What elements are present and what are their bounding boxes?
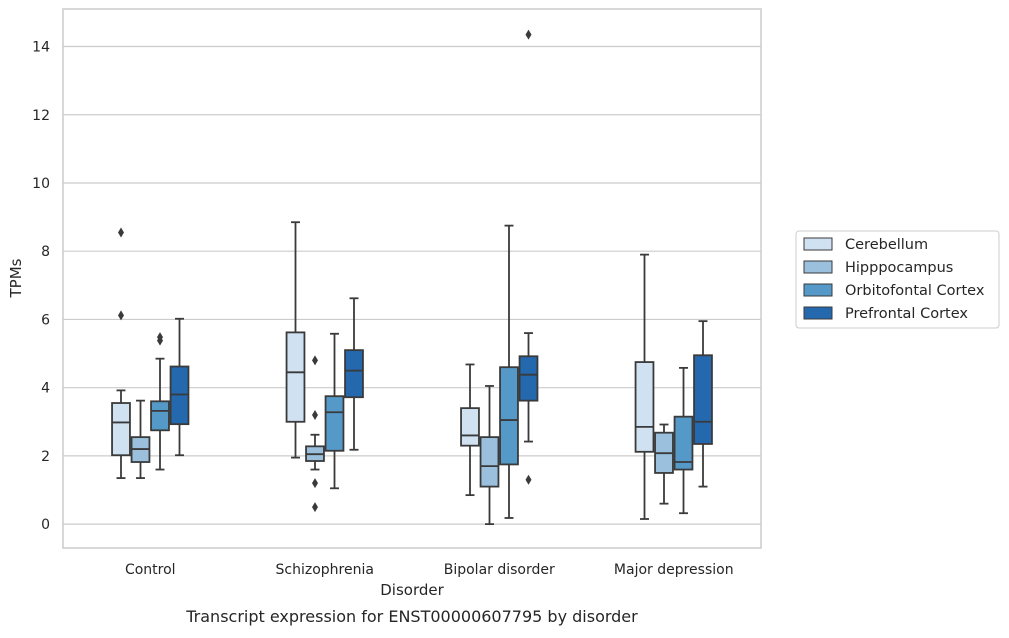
box-0-0: [111, 227, 131, 479]
box-2-2: [499, 224, 519, 519]
plot-frame: [62, 8, 762, 549]
box-0-2: [150, 332, 170, 471]
y-tick-label: 8: [41, 244, 50, 260]
iqr-box: [344, 349, 364, 399]
iqr-box: [460, 407, 480, 447]
iqr-box: [150, 400, 170, 432]
box-1-3: [344, 297, 364, 451]
y-tick-label: 6: [41, 312, 50, 328]
y-tick-label: 2: [41, 449, 50, 465]
outlier-marker: [312, 502, 318, 513]
box-2-0: [460, 363, 480, 497]
box-3-2: [673, 366, 694, 515]
box-0-1: [130, 399, 151, 479]
outlier-marker: [312, 409, 318, 420]
x-axis-title: Disorder: [380, 581, 444, 599]
iqr-box: [693, 354, 713, 445]
legend-swatch: [803, 283, 833, 297]
legend-swatch: [803, 237, 833, 251]
x-tick-label: Schizophrenia: [276, 562, 374, 578]
y-tick-label: 12: [32, 108, 50, 124]
iqr-box: [479, 436, 500, 488]
box-3-3: [693, 320, 713, 488]
legend-frame: [795, 230, 1000, 329]
legend-label: Hipppocampus: [845, 260, 953, 276]
y-tick-label: 0: [41, 517, 50, 533]
outlier-marker: [118, 310, 124, 321]
box-2-1: [479, 385, 500, 526]
legend-label: Orbitofontal Cortex: [845, 283, 985, 299]
legend-swatch: [803, 306, 833, 320]
chart-caption: Transcript expression for ENST0000060779…: [185, 607, 638, 626]
y-axis-title: TPMs: [7, 258, 25, 298]
iqr-box: [518, 355, 539, 402]
x-tick-label: Bipolar disorder: [444, 562, 555, 578]
legend-label: Cerebellum: [845, 237, 928, 253]
iqr-box: [634, 361, 655, 453]
legend-label: Prefrontal Cortex: [845, 306, 968, 322]
x-tick-label: Control: [125, 562, 176, 578]
outlier-marker: [118, 227, 124, 238]
axis-ticks: 0 2 4 6 8 10 12 14 Control Schizophrenia Bipolar d…: [32, 40, 733, 578]
legend-swatch: [803, 260, 833, 274]
box-1-0: [285, 221, 306, 459]
y-tick-label: 14: [32, 40, 50, 56]
boxes: [111, 29, 713, 526]
box-3-1: [654, 423, 674, 505]
box-0-3: [169, 317, 190, 457]
box-3-0: [634, 253, 655, 520]
y-tick-label: 10: [32, 176, 50, 192]
outlier-marker: [525, 29, 532, 40]
iqr-box: [111, 402, 131, 457]
iqr-box: [324, 395, 345, 452]
box-1-2: [324, 332, 345, 490]
y-tick-label: 4: [41, 381, 50, 397]
x-tick-label: Major depression: [614, 562, 734, 578]
iqr-box: [285, 331, 306, 423]
legend: Cerebellum Hipppocampus Orbitofontal Corte…: [795, 230, 1000, 329]
outlier-marker: [525, 474, 532, 485]
box-1-1: [305, 355, 325, 513]
outlier-marker: [312, 355, 318, 366]
outlier-marker: [312, 478, 318, 489]
outlier-marker: [157, 332, 163, 343]
iqr-box: [673, 415, 694, 471]
box-2-3: [518, 29, 539, 485]
iqr-box: [499, 366, 519, 466]
